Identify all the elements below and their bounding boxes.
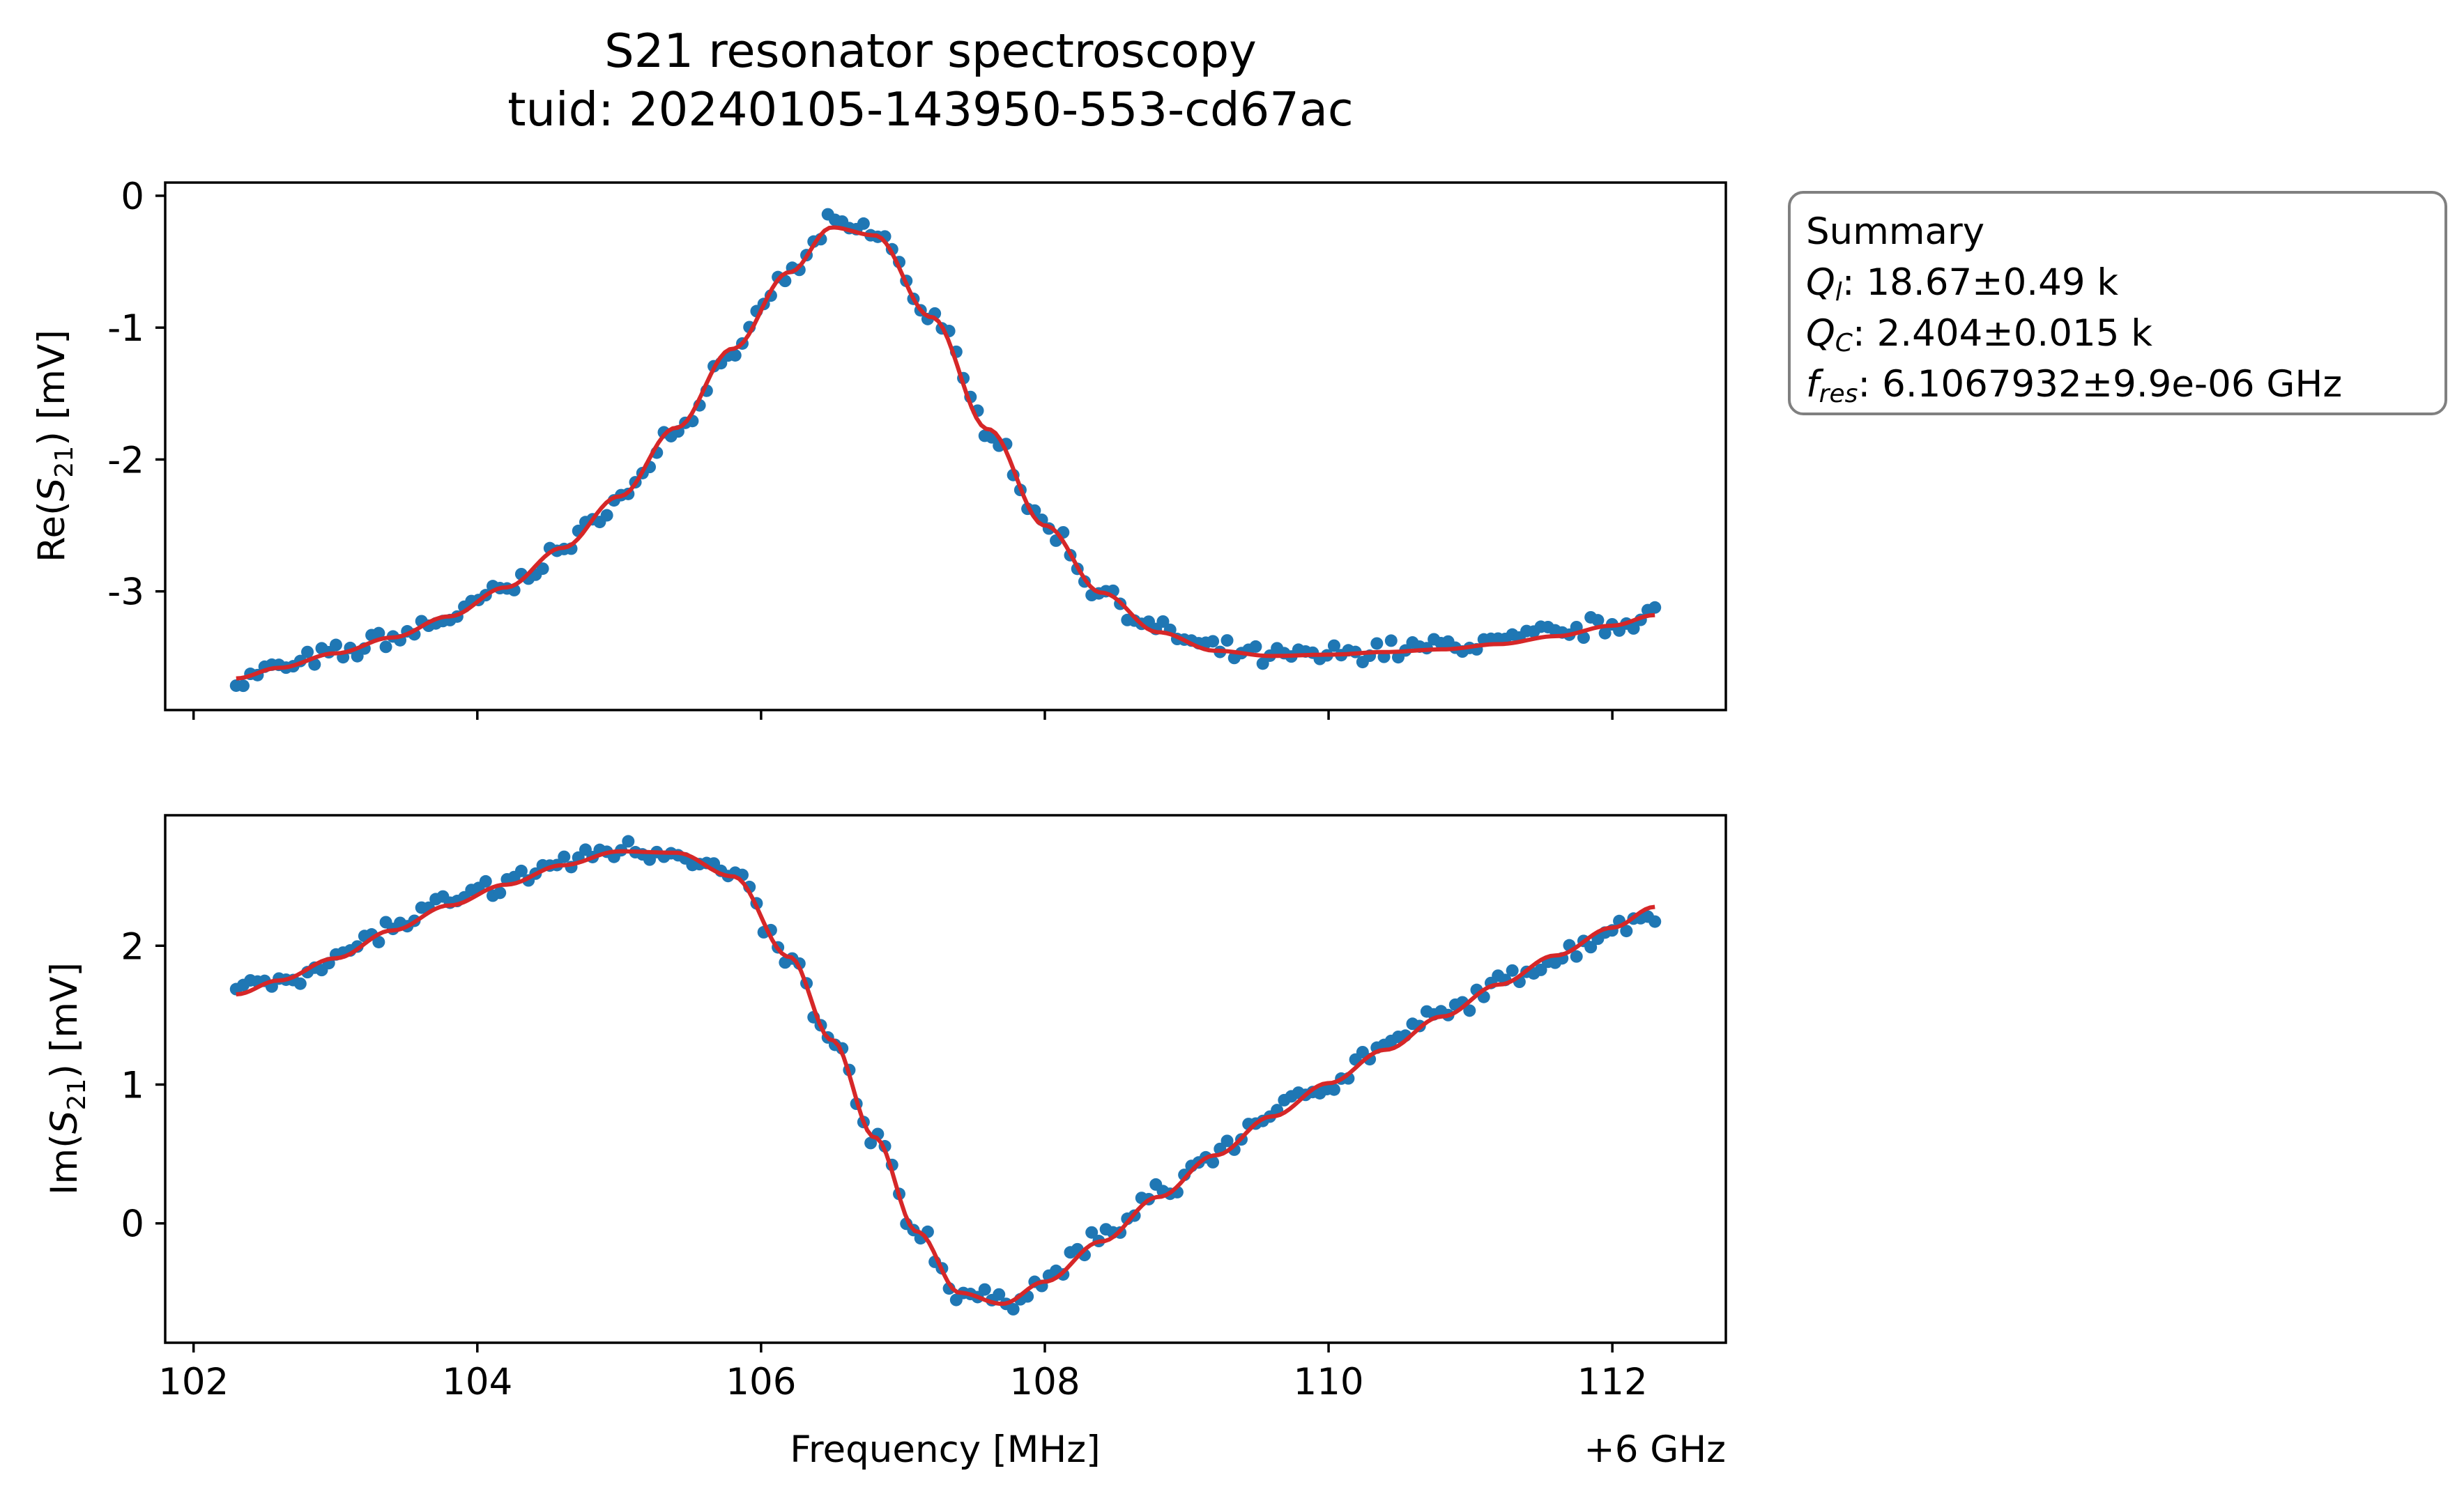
top-data-point [1591, 614, 1605, 627]
summary-heading: Summary [1806, 210, 1985, 253]
bot-data-point [558, 850, 571, 863]
bot-data-point [1463, 1004, 1476, 1017]
top-data-point [308, 658, 321, 671]
bot-data-point [1327, 1083, 1340, 1096]
bottom-y-label-main: Im( [43, 1134, 86, 1195]
top-data-point [1370, 637, 1384, 650]
bottom-y-label-sub: 21 [63, 1079, 91, 1111]
summary-fres: fres: 6.1067932±9.9e-06 GHz [1806, 359, 2444, 410]
bot-x-tick-label: 108 [1009, 1361, 1080, 1403]
bot-y-tick-label: 0 [121, 1203, 144, 1246]
bot-data-point [1534, 963, 1547, 976]
bot-data-point [1570, 950, 1583, 963]
bot-data-point [493, 886, 507, 900]
bot-data-point [514, 864, 528, 877]
top-data-point [372, 626, 385, 640]
bottom-panel: 210 102 104 106 108 110 112 Im(S21) [mV] Freq… [43, 814, 1727, 1471]
top-data-point [536, 562, 549, 576]
x-offset-label: +6 GHz [1584, 1428, 1726, 1471]
bot-data-point [1207, 1155, 1220, 1169]
bot-data-point [1007, 1302, 1020, 1316]
top-data-point [1156, 615, 1170, 628]
top-y-tick-label: -1 [107, 307, 144, 350]
bot-y-tick-label: 1 [121, 1064, 144, 1107]
fres-subscript: res [1819, 380, 1858, 408]
top-data-point [1327, 639, 1340, 652]
top-data-point [600, 509, 613, 522]
bot-x-tick-label: 106 [726, 1361, 796, 1403]
top-data-point [1249, 640, 1262, 653]
bot-data-point [1584, 941, 1598, 954]
top-data-point [1577, 631, 1590, 645]
bot-data-point [372, 935, 385, 948]
bottom-x-axis: 102 104 106 108 110 112 [158, 1343, 1648, 1403]
fres-symbol: f [1806, 363, 1819, 406]
bot-data-point [978, 1283, 991, 1296]
top-y-tick-label: -3 [107, 571, 144, 614]
top-y-tick-label: 0 [121, 176, 144, 218]
top-y-tick-label: -2 [107, 439, 144, 481]
top-data-point [1220, 634, 1234, 647]
ql-subscript: l [1835, 278, 1842, 307]
bot-y-tick-label: 2 [121, 925, 144, 968]
summary-qc: QC: 2.404±0.015 k [1806, 308, 2444, 359]
top-data-point [329, 638, 342, 652]
top-data-point [301, 645, 314, 658]
top-data-point [728, 348, 742, 362]
bottom-fit-line [236, 849, 1655, 1307]
ql-value: : 18.67±0.49 k [1842, 261, 2119, 304]
bottom-y-axis: 2 1 0 [121, 925, 165, 1246]
ql-symbol: Q [1806, 261, 1835, 304]
bot-data-point [1085, 1226, 1099, 1239]
top-y-axis-label: Re(S21) [mV] [31, 330, 79, 562]
top-y-label-sub: 21 [50, 446, 79, 478]
top-data-point [1627, 622, 1640, 635]
top-data-point [1207, 635, 1220, 648]
top-axes-frame [164, 181, 1727, 711]
bot-data-point [293, 977, 307, 990]
top-panel-fit-clip-group [229, 208, 1662, 693]
qc-symbol: Q [1806, 312, 1835, 355]
top-data-points [229, 208, 1662, 693]
chart-title-line1: S21 resonator spectroscopy [604, 24, 1257, 78]
top-y-label-tail: ) [mV] [31, 330, 73, 446]
bot-data-point [622, 835, 635, 848]
top-data-point [379, 640, 392, 654]
top-fit-line [236, 225, 1655, 681]
x-axis-label: Frequency [MHz] [790, 1428, 1100, 1471]
top-y-label-main: Re( [31, 501, 73, 562]
bot-data-point [864, 1136, 878, 1150]
bottom-axes-frame [164, 814, 1727, 1344]
top-data-point [1384, 634, 1398, 647]
chart-title-line2: tuid: 20240105-143950-553-cd67ac [507, 82, 1353, 137]
bot-data-point [1506, 964, 1519, 977]
bottom-y-axis-label: Im(S21) [mV] [43, 962, 91, 1195]
top-data-point [1598, 626, 1612, 640]
bottom-y-label-tail: ) [mV] [43, 962, 86, 1079]
top-x-axis [192, 710, 1614, 720]
bot-data-point [1220, 1134, 1234, 1148]
bot-data-point [993, 1288, 1006, 1301]
top-data-point [857, 217, 870, 230]
bottom-y-label-symbol: S [43, 1110, 86, 1134]
bot-x-tick-label: 110 [1293, 1361, 1363, 1403]
bot-data-point [1648, 915, 1662, 928]
top-y-label-symbol: S [31, 478, 73, 502]
top-panel: 0 -1 -2 -3 Re(S21) [mV] [31, 176, 1727, 720]
top-y-axis: 0 -1 -2 -3 [107, 176, 165, 614]
qc-subscript: C [1835, 329, 1853, 357]
top-data-point [1648, 601, 1662, 614]
bot-x-tick-label: 102 [158, 1361, 229, 1403]
bot-x-tick-label: 104 [442, 1361, 512, 1403]
summary-ql: Ql: 18.67±0.49 k [1806, 257, 2444, 308]
summary-box: Summary Ql: 18.67±0.49 k QC: 2.404±0.015… [1788, 191, 2447, 415]
top-data-point [237, 679, 250, 693]
bot-data-point [1620, 925, 1633, 938]
bot-data-point [479, 874, 492, 888]
bot-x-tick-label: 112 [1577, 1361, 1648, 1403]
fres-value: : 6.1067932±9.9e-06 GHz [1858, 363, 2343, 406]
qc-value: : 2.404±0.015 k [1852, 312, 2152, 355]
